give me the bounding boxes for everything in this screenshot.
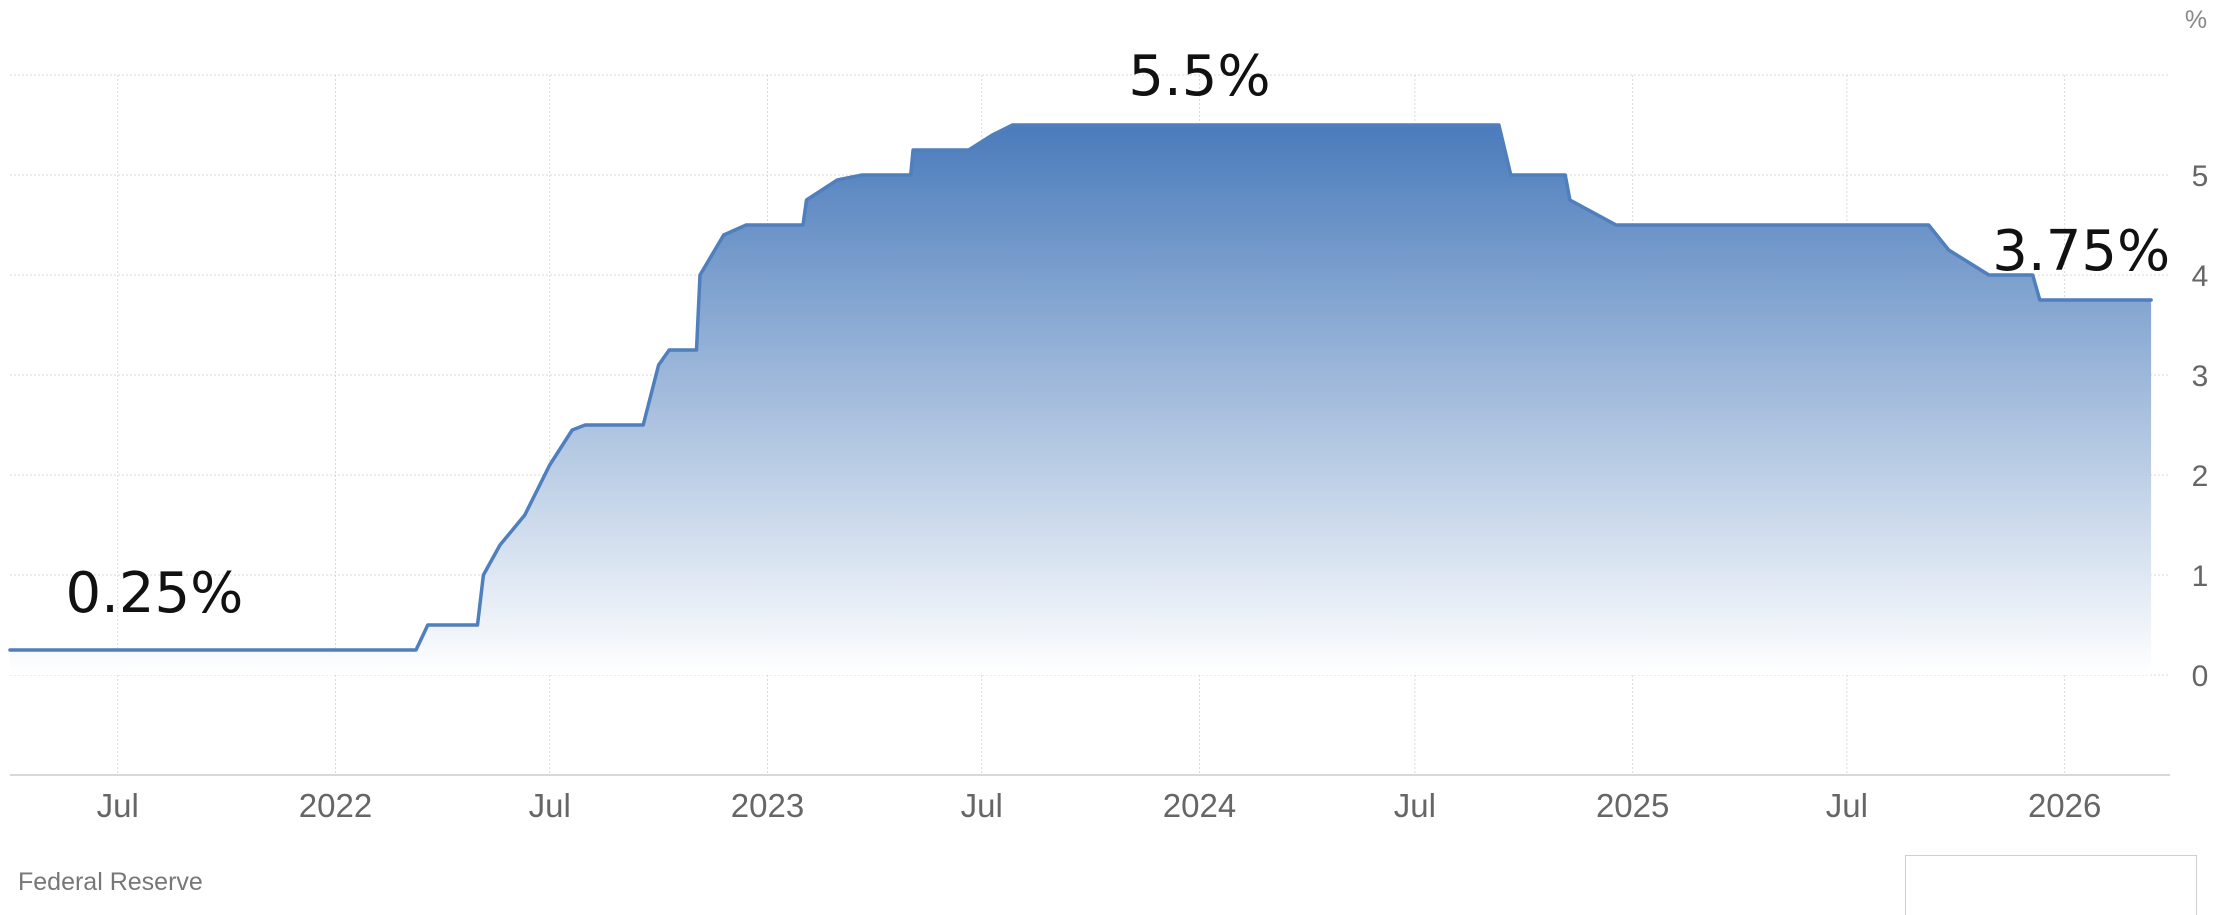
corner-panel [1905, 855, 2197, 915]
value-annotations: 0.25% 5.5% 3.75% [65, 44, 2170, 626]
series-area-fill [10, 125, 2152, 675]
x-tick-label: 2023 [731, 787, 804, 824]
y-tick-label: 0 [2192, 660, 2209, 693]
x-tick-label: 2025 [1596, 787, 1669, 824]
y-axis-ticks: 0 1 2 3 4 5 [2192, 160, 2209, 693]
value-annotation: 0.25% [65, 561, 243, 626]
x-tick-label: Jul [1394, 787, 1436, 824]
area-series [8, 123, 2153, 675]
x-tick-label: 2022 [299, 787, 372, 824]
y-tick-label: 3 [2192, 360, 2209, 393]
x-tick-label: Jul [529, 787, 571, 824]
value-annotation: 3.75% [1992, 219, 2170, 284]
y-tick-label: 4 [2192, 260, 2209, 293]
unit-label: % [2185, 6, 2207, 34]
x-tick-label: Jul [97, 787, 139, 824]
series-line [8, 123, 2153, 652]
y-tick-label: 5 [2192, 160, 2209, 193]
x-tick-label: Jul [1826, 787, 1868, 824]
x-tick-label: 2026 [2028, 787, 2101, 824]
y-tick-label: 2 [2192, 460, 2209, 493]
value-annotation: 5.5% [1128, 44, 1270, 109]
x-tick-label: Jul [961, 787, 1003, 824]
y-tick-label: 1 [2192, 560, 2209, 593]
source-label: Federal Reserve [18, 868, 203, 896]
x-axis-ticks: Jul 2022 Jul 2023 Jul 2024 Jul 2025 Jul 2026 [97, 787, 2102, 824]
x-tick-label: 2024 [1163, 787, 1236, 824]
